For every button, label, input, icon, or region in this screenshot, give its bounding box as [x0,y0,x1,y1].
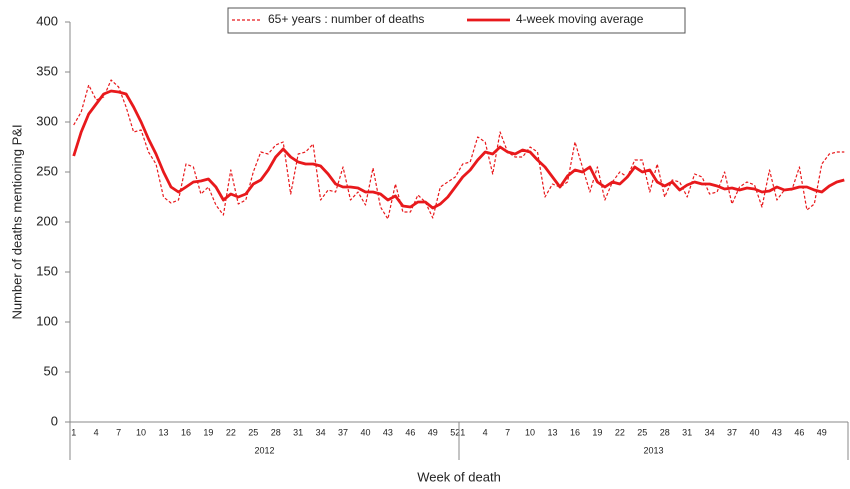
y-tick-label: 100 [36,313,58,328]
x-tick-label: 49 [817,427,827,437]
x-tick-label: 22 [226,427,236,437]
legend-box [227,7,686,34]
y-tick-label: 250 [36,163,58,178]
series-line [72,89,845,210]
x-tick-label: 40 [749,427,759,437]
x-tick-label: 34 [316,427,326,437]
x-tick-label: 7 [116,427,121,437]
y-axis-title: Number of deaths mentioning P&I [9,124,24,319]
x-tick-label: 46 [794,427,804,437]
x-tick-label: 10 [136,427,146,437]
x-tick-label: 43 [383,427,393,437]
x-tick-label: 25 [248,427,258,437]
x-tick-label: 10 [525,427,535,437]
x-tick-label: 25 [637,427,647,437]
legend-label: 65+ years : number of deaths [268,12,424,26]
group-label: 2013 [643,445,663,455]
group-label: 2012 [254,445,274,455]
x-tick-label: 31 [293,427,303,437]
x-tick-label: 34 [705,427,715,437]
x-tick-label: 43 [772,427,782,437]
x-axis-title: Week of death [417,469,501,484]
series-line [73,79,845,220]
y-tick-label: 0 [51,413,58,428]
x-tick-label: 46 [405,427,415,437]
x-tick-label: 19 [592,427,602,437]
x-tick-label: 31 [682,427,692,437]
x-tick-label: 1 [71,427,76,437]
legend-label: 4-week moving average [516,12,644,26]
y-tick-label: 200 [36,213,58,228]
x-tick-label: 4 [483,427,488,437]
y-tick-label: 150 [36,263,58,278]
x-tick-label: 13 [159,427,169,437]
x-tick-label: 7 [505,427,510,437]
x-tick-label: 19 [203,427,213,437]
x-tick-label: 4 [94,427,99,437]
y-tick-label: 300 [36,113,58,128]
x-tick-label: 40 [360,427,370,437]
x-tick-label: 22 [615,427,625,437]
x-tick-label: 52 [450,427,460,437]
y-tick-label: 350 [36,63,58,78]
y-tick-label: 400 [36,13,58,28]
x-tick-label: 28 [271,427,281,437]
x-tick-label: 16 [570,427,580,437]
x-tick-label: 37 [727,427,737,437]
x-tick-label: 16 [181,427,191,437]
x-tick-label: 49 [428,427,438,437]
x-tick-label: 37 [338,427,348,437]
x-tick-label: 28 [660,427,670,437]
x-tick-label: 1 [460,427,465,437]
x-tick-label: 13 [548,427,558,437]
y-tick-label: 50 [44,363,58,378]
